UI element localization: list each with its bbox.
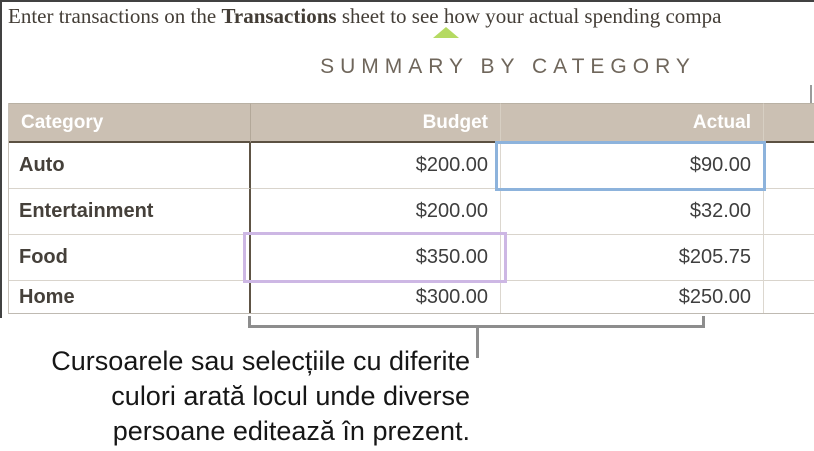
cell-empty[interactable]	[764, 281, 814, 313]
edge-artifact-line	[810, 85, 812, 103]
column-header-actual[interactable]: Actual	[501, 103, 764, 143]
callout-bracket-right-tick	[702, 316, 705, 328]
caption-line: culori arată locul unde diverse	[111, 381, 470, 411]
cell-category[interactable]: Home	[9, 281, 251, 313]
cell-category[interactable]: Entertainment	[9, 189, 251, 235]
column-header-budget[interactable]: Budget	[251, 103, 501, 143]
cell-budget[interactable]: $350.00	[251, 235, 501, 281]
canvas-left-border	[0, 0, 2, 318]
collaborator-anchor-icon[interactable]	[433, 27, 459, 38]
table-title: SUMMARY BY CATEGORY	[320, 55, 696, 78]
caption-text: Cursoarele sau selecțiile cu diferite cu…	[20, 344, 470, 449]
cell-actual[interactable]: $90.00	[501, 143, 764, 189]
cell-empty[interactable]	[764, 189, 814, 235]
cell-budget[interactable]: $200.00	[251, 143, 501, 189]
cell-actual[interactable]: $32.00	[501, 189, 764, 235]
column-header-empty[interactable]	[764, 103, 814, 143]
column-header-category[interactable]: Category	[9, 103, 251, 143]
callout-bracket-left-tick	[248, 316, 251, 328]
cell-actual[interactable]: $205.75	[501, 235, 764, 281]
callout-bracket-stem	[476, 325, 479, 358]
cell-budget[interactable]: $200.00	[251, 189, 501, 235]
cell-budget[interactable]: $300.00	[251, 281, 501, 313]
canvas-top-border	[0, 0, 814, 2]
collaborator-selection-purple	[243, 232, 507, 283]
summary-table: Category Budget Actual Auto $200.00 $90.…	[8, 103, 814, 314]
cell-category[interactable]: Auto	[9, 143, 251, 189]
comment-text-suffix: sheet to see how your actual spending co…	[336, 4, 722, 28]
cell-empty[interactable]	[764, 235, 814, 281]
caption-line: Cursoarele sau selecțiile cu diferite	[51, 346, 470, 376]
cell-empty[interactable]	[764, 143, 814, 189]
comment-text-bold: Transactions	[221, 4, 337, 28]
cell-category[interactable]: Food	[9, 235, 251, 281]
cell-actual[interactable]: $250.00	[501, 281, 764, 313]
comment-banner: Enter transactions on the Transactions s…	[8, 4, 721, 29]
caption-line: persoane editează în prezent.	[112, 416, 470, 446]
comment-text-prefix: Enter transactions on the	[8, 4, 222, 28]
collaborator-selection-blue	[495, 141, 766, 191]
